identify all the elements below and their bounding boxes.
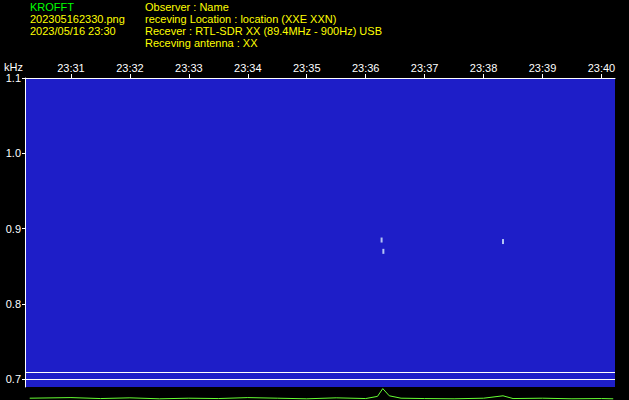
html-text:KROFFT: KROFFT xyxy=(30,1,74,13)
svg-text:0.7: 0.7 xyxy=(6,373,21,385)
svg-text:1.0: 1.0 xyxy=(6,147,21,159)
svg-text:23:38: 23:38 xyxy=(470,62,498,74)
svg-text:23:39: 23:39 xyxy=(529,62,557,74)
html-text:Observer : Name: Observer : Name xyxy=(145,1,229,13)
html-text:202305162330.png: 202305162330.png xyxy=(30,13,125,25)
svg-text:23:34: 23:34 xyxy=(234,62,262,74)
svg-text:23:37: 23:37 xyxy=(411,62,439,74)
svg-text:23:40: 23:40 xyxy=(588,62,616,74)
html-text:2023/05/16 23:30: 2023/05/16 23:30 xyxy=(30,25,116,37)
svg-text:23:36: 23:36 xyxy=(352,62,380,74)
svg-text:kHz: kHz xyxy=(4,61,23,74)
html-text:Receving antenna : XX: Receving antenna : XX xyxy=(145,37,258,49)
svg-text:23:33: 23:33 xyxy=(175,62,203,74)
svg-text:23:35: 23:35 xyxy=(293,62,321,74)
svg-text:23:31: 23:31 xyxy=(57,62,85,74)
svg-text:0.8: 0.8 xyxy=(6,298,21,310)
svg-text:1.1: 1.1 xyxy=(6,72,21,84)
svg-text:23:32: 23:32 xyxy=(116,62,144,74)
svg-text:0.9: 0.9 xyxy=(6,223,21,235)
html-text:receving Location : location (: receving Location : location (XXE XXN) xyxy=(145,13,337,25)
html-text:Recever : RTL-SDR XX (89.4MHz: Recever : RTL-SDR XX (89.4MHz - 900Hz) U… xyxy=(145,25,382,37)
